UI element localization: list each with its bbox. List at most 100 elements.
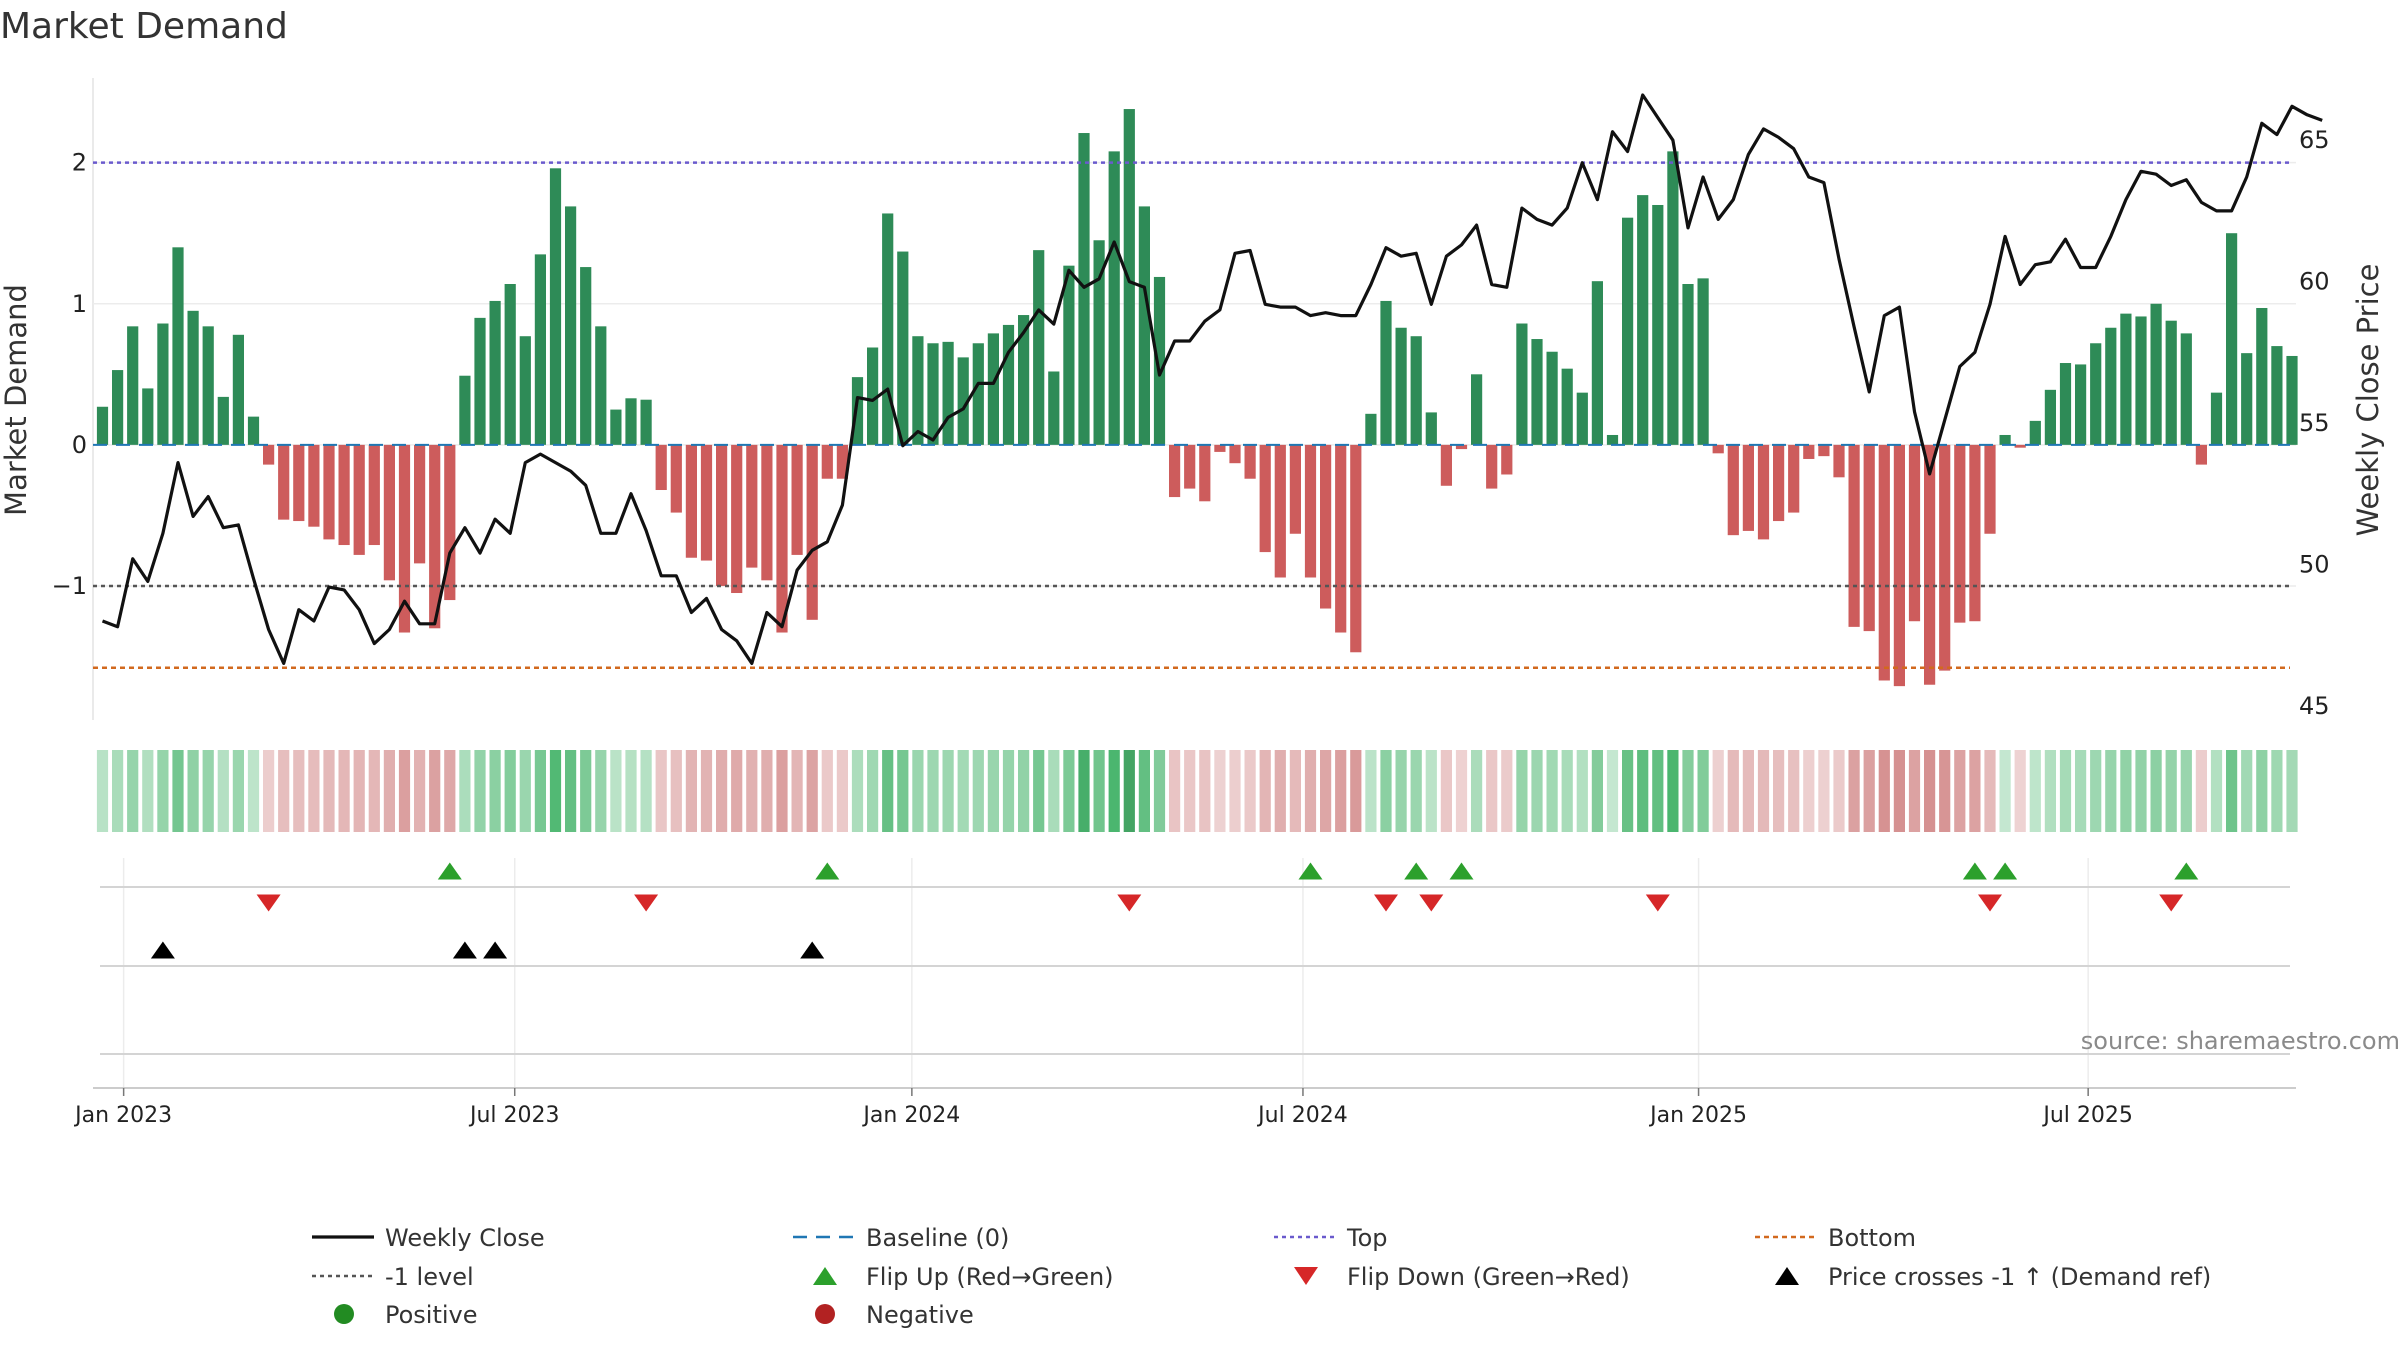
negative-demand-bar — [731, 444, 743, 594]
heat-cell — [112, 750, 124, 832]
negative-demand-bar — [655, 444, 667, 491]
heat-cell — [1576, 750, 1588, 832]
legend-label: Flip Down (Green→Red) — [1347, 1263, 1630, 1291]
heat-cell — [867, 750, 879, 832]
negative-demand-bar — [2014, 444, 2026, 448]
heat-cell — [1742, 750, 1754, 832]
heat-cell — [2210, 750, 2223, 832]
heat-cell — [1440, 750, 1452, 832]
heat-cell — [2075, 750, 2087, 832]
heat-cell — [2105, 750, 2117, 832]
heat-cell — [2120, 750, 2132, 832]
positive-demand-bar — [610, 409, 622, 445]
negative-demand-bar — [1742, 444, 1754, 531]
heat-cell — [1320, 750, 1332, 832]
positive-demand-bar — [1606, 434, 1619, 445]
weekly-close-series — [101, 93, 2323, 666]
heat-cell — [489, 750, 501, 832]
positive-demand-bar — [2120, 313, 2132, 445]
positive-demand-bar — [1682, 284, 1694, 445]
positive-demand-bar — [972, 343, 984, 445]
price-cross-marker — [800, 941, 825, 959]
negative-demand-bar — [1259, 444, 1271, 553]
flip-down-marker — [1419, 894, 1444, 912]
positive-demand-bar — [2044, 389, 2056, 445]
negative-demand-bar — [278, 444, 290, 520]
positive-demand-bar — [2286, 355, 2298, 445]
positive-demand-bar — [1546, 351, 1558, 445]
heat-cell — [700, 750, 713, 832]
heat-cell — [1274, 750, 1286, 832]
positive-demand-bar — [987, 333, 999, 445]
x-tick-label: Jan 2024 — [861, 1103, 960, 1128]
positive-demand-bar — [1652, 204, 1664, 445]
y-tick-label: −1 — [52, 572, 87, 600]
flip-up-marker — [1298, 862, 1323, 880]
negative-demand-bar — [308, 444, 320, 527]
heat-cell — [1924, 750, 1936, 832]
positive-demand-bar — [942, 341, 954, 445]
heat-cell — [157, 750, 169, 832]
heat-cell — [912, 750, 924, 832]
heat-cell — [1591, 750, 1603, 832]
event-vertical-gridlines — [122, 858, 2089, 1088]
x-tick-label: Jul 2024 — [1256, 1103, 1348, 1128]
negative-demand-bar — [1274, 444, 1286, 578]
heat-cell — [383, 750, 395, 832]
positive-demand-bar — [1591, 281, 1603, 445]
heat-cell — [232, 750, 244, 832]
heat-cell — [1637, 750, 1649, 832]
negative-demand-bar — [1501, 444, 1513, 475]
positive-demand-bar — [2241, 353, 2253, 445]
negative-demand-bar — [1878, 444, 1890, 681]
heat-cell — [1652, 750, 1664, 832]
heat-cell — [338, 750, 350, 832]
legend-positive-dot-icon — [334, 1304, 354, 1324]
heat-cell — [1682, 750, 1694, 832]
heat-cell — [731, 750, 743, 832]
positive-demand-bar — [157, 323, 169, 445]
positive-demand-bar — [1576, 392, 1588, 445]
x-tick-label: Jan 2025 — [1648, 1103, 1747, 1128]
heat-cell — [1471, 750, 1483, 832]
positive-demand-bar — [247, 416, 260, 445]
price-cross-marker — [483, 941, 508, 959]
heat-cell — [1455, 750, 1468, 832]
negative-demand-bar — [1908, 444, 1921, 622]
weekly-close-line — [101, 93, 2323, 666]
negative-demand-bar — [836, 444, 848, 479]
positive-demand-bar — [882, 213, 894, 445]
negative-demand-bar — [1727, 444, 1739, 536]
legend: Weekly Close Baseline (0) Top Bottom -1 leve… — [312, 1224, 2211, 1329]
positive-demand-bar — [1033, 250, 1045, 445]
positive-demand-bar — [565, 206, 577, 445]
negative-demand-bar — [1969, 444, 1981, 622]
positive-demand-bar — [851, 377, 864, 445]
heat-cell — [776, 750, 788, 832]
heat-cell — [595, 750, 607, 832]
y2-tick-label: 50 — [2299, 550, 2330, 578]
positive-demand-bar — [2165, 320, 2177, 445]
heat-cell — [1108, 750, 1120, 832]
x-tick-label: Jan 2023 — [73, 1103, 172, 1128]
positive-demand-bar — [1667, 151, 1679, 445]
heat-cell — [263, 750, 275, 832]
positive-demand-bar — [1516, 323, 1528, 445]
positive-demand-bar — [96, 406, 109, 445]
negative-demand-bar — [383, 444, 395, 581]
source-credit: source: sharemaestro.com — [2081, 1027, 2400, 1055]
legend-label: Price crosses -1 ↑ (Demand ref) — [1828, 1263, 2211, 1291]
heat-cell — [836, 750, 848, 832]
positive-demand-bar — [1093, 240, 1105, 445]
negative-demand-bar — [746, 444, 758, 568]
negative-demand-bar — [1184, 444, 1196, 489]
legend-label: Flip Up (Red→Green) — [866, 1263, 1114, 1291]
legend-label: Bottom — [1828, 1224, 1916, 1252]
positive-demand-bar — [2029, 420, 2041, 445]
heat-cell — [1788, 750, 1800, 832]
negative-demand-bar — [1350, 444, 1362, 653]
negative-demand-bar — [368, 444, 380, 546]
flip-down-marker — [1645, 894, 1670, 912]
right-y-axis: 65 60 55 50 45 — [2299, 126, 2330, 720]
heat-cell — [1395, 750, 1407, 832]
